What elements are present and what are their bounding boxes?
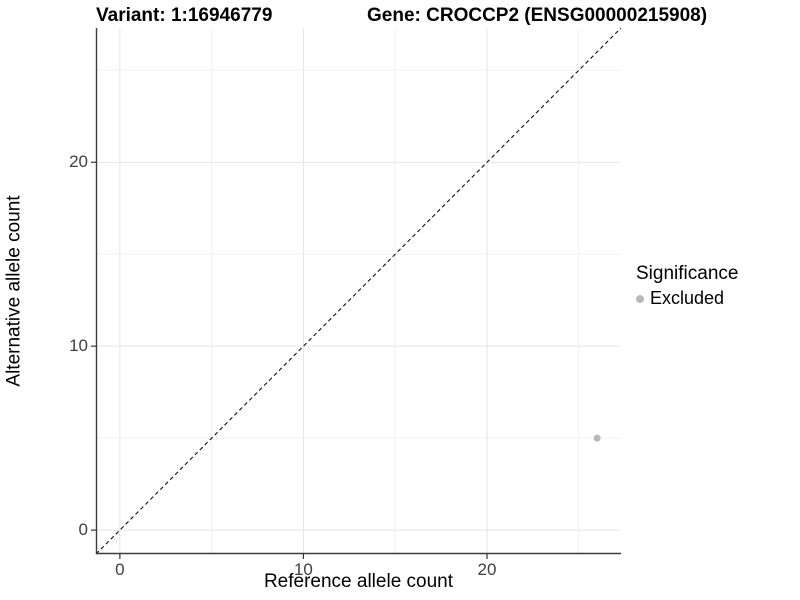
x-axis-label: Reference allele count <box>263 571 454 592</box>
legend-item: Excluded <box>636 288 738 309</box>
legend-items: Excluded <box>636 288 738 309</box>
identity-dashed-line <box>95 27 622 555</box>
y-tick-label: 20 <box>69 152 88 172</box>
x-tick-label: 0 <box>115 560 125 579</box>
y-tick-label: 10 <box>69 336 88 356</box>
legend-item-label: Excluded <box>650 288 725 308</box>
plot-canvas <box>91 27 622 559</box>
plot-panel <box>91 27 622 559</box>
variant-title: Variant: 1:16946779 <box>96 5 273 26</box>
x-tick-label: 20 <box>477 560 497 579</box>
data-point <box>593 434 601 442</box>
legend-key-dot-icon <box>636 294 644 303</box>
y-tick-label: 0 <box>78 520 88 540</box>
legend: Significance Excluded <box>636 263 738 309</box>
y-axis-label-box: Alternative allele count <box>0 28 30 554</box>
x-tick-label: 10 <box>293 560 313 579</box>
gene-title: Gene: CROCCP2 (ENSG00000215908) <box>367 5 708 26</box>
y-axis-label: Alternative allele count <box>4 195 26 387</box>
legend-title: Significance <box>636 263 739 284</box>
